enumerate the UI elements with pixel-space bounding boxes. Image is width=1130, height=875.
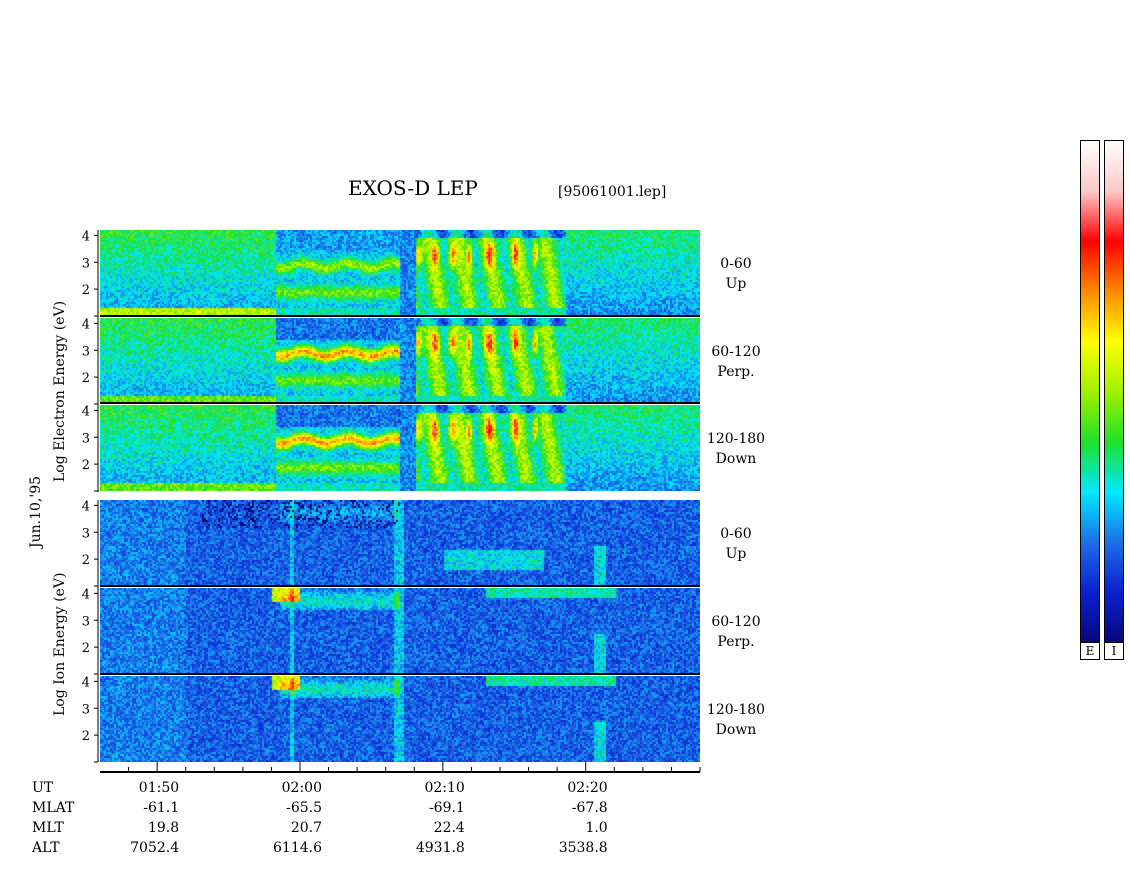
y-tick-label: 4 <box>82 317 90 332</box>
ion-colorbar: I <box>1104 140 1124 660</box>
y-tick-label: 2 <box>82 641 90 656</box>
pitch-angle-label: 120-180 <box>706 702 766 718</box>
electron-colorbar-fill <box>1081 141 1099 643</box>
spectrogram-panel-1 <box>100 230 700 316</box>
spectrogram-panel-3 <box>100 405 700 491</box>
y-tick-label: 3 <box>82 431 90 446</box>
y-tick-label: 2 <box>82 553 90 568</box>
ephemeris-value: 19.8 <box>147 820 180 836</box>
ephemeris-label-mlat: MLAT <box>32 800 75 816</box>
ephemeris-label-alt: ALT <box>32 840 60 856</box>
y-tick-label: 3 <box>82 702 90 717</box>
ephemeris-value: 20.7 <box>290 820 322 836</box>
pitch-angle-label: 0-60 <box>720 256 752 272</box>
y-tick-label: 2 <box>82 458 90 473</box>
y-tick-label: 2 <box>82 729 90 744</box>
ephemeris-label-ut: UT <box>32 780 54 796</box>
y-tick-label: 4 <box>82 404 90 419</box>
ephemeris-value: 7052.4 <box>130 840 180 856</box>
page-title: EXOS-D LEP <box>348 176 478 200</box>
direction-label: Down <box>715 451 757 467</box>
ephemeris-label-mlt: MLT <box>32 820 64 836</box>
direction-label: Perp. <box>717 364 755 380</box>
ephemeris-value: 6114.6 <box>273 840 322 856</box>
panel-label-1: 0-60 Up <box>706 254 766 294</box>
panel-label-5: 60-120 Perp. <box>706 612 766 652</box>
direction-label: Perp. <box>717 634 755 650</box>
direction-label: Up <box>725 276 747 292</box>
file-label: [95061001.lep] <box>558 184 667 200</box>
ephemeris-value: 01:50 <box>138 780 180 796</box>
electron-colorbar-label: E <box>1081 642 1099 659</box>
ephemeris-value: 02:10 <box>424 780 465 796</box>
spectrogram-panel-5 <box>100 588 700 674</box>
direction-label: Down <box>715 722 757 738</box>
spectrogram-panel-2 <box>100 318 700 404</box>
ephemeris-value: 02:00 <box>281 780 322 796</box>
ephemeris-value: 4931.8 <box>415 840 465 856</box>
direction-label: Up <box>725 546 747 562</box>
panel-label-4: 0-60 Up <box>706 524 766 564</box>
y-tick-label: 3 <box>82 526 90 541</box>
y-tick-label: 2 <box>82 283 90 298</box>
y-tick-label: 4 <box>82 587 90 602</box>
spectrogram-panel-6 <box>100 676 700 762</box>
y-tick-label: 2 <box>82 371 90 386</box>
pitch-angle-label: 120-180 <box>706 431 766 447</box>
panel-label-3: 120-180 Down <box>706 429 766 469</box>
spectrogram-panel-4 <box>100 500 700 586</box>
pitch-angle-label: 60-120 <box>711 344 761 360</box>
y-tick-label: 3 <box>82 344 90 359</box>
ephemeris-value: -67.8 <box>571 800 608 816</box>
y-tick-label: 4 <box>82 229 90 244</box>
panel-label-6: 120-180 Down <box>706 700 766 740</box>
pitch-angle-label: 60-120 <box>711 614 761 630</box>
ephemeris-value: -65.5 <box>286 800 322 816</box>
ephemeris-value: 3538.8 <box>558 840 608 856</box>
y-tick-label: 4 <box>82 675 90 690</box>
y-tick-label: 3 <box>82 614 90 629</box>
panel-label-2: 60-120 Perp. <box>706 342 766 382</box>
ephemeris-value: -61.1 <box>143 800 180 816</box>
y-tick-label: 4 <box>82 499 90 514</box>
electron-colorbar: E <box>1080 140 1100 660</box>
ion-colorbar-label: I <box>1105 642 1123 659</box>
ephemeris-value: 1.0 <box>585 820 608 836</box>
ephemeris-value: 02:20 <box>567 780 608 796</box>
y-tick-label: 3 <box>82 256 90 271</box>
ephemeris-value: -69.1 <box>428 800 465 816</box>
ion-colorbar-fill <box>1105 141 1123 643</box>
ephemeris-value: 22.4 <box>433 820 465 836</box>
pitch-angle-label: 0-60 <box>720 526 752 542</box>
